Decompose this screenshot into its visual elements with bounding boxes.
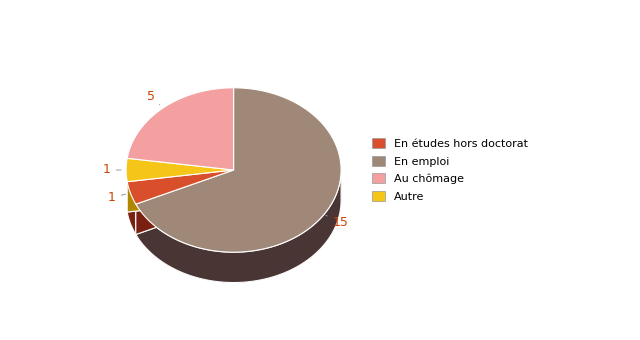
Text: 5: 5: [147, 90, 160, 105]
Polygon shape: [126, 170, 341, 283]
Polygon shape: [126, 170, 127, 212]
Polygon shape: [127, 170, 234, 204]
Polygon shape: [127, 88, 234, 170]
Text: 1: 1: [108, 191, 125, 204]
Polygon shape: [136, 170, 234, 235]
Legend: En études hors doctorat, En emploi, Au chômage, Autre: En études hors doctorat, En emploi, Au c…: [366, 133, 534, 207]
Polygon shape: [127, 170, 234, 212]
Polygon shape: [136, 170, 234, 235]
Polygon shape: [127, 170, 234, 212]
Polygon shape: [136, 88, 341, 252]
Text: 1: 1: [103, 164, 121, 176]
Polygon shape: [127, 182, 136, 235]
Text: 15: 15: [326, 215, 348, 229]
Polygon shape: [126, 158, 234, 182]
Polygon shape: [136, 171, 341, 283]
